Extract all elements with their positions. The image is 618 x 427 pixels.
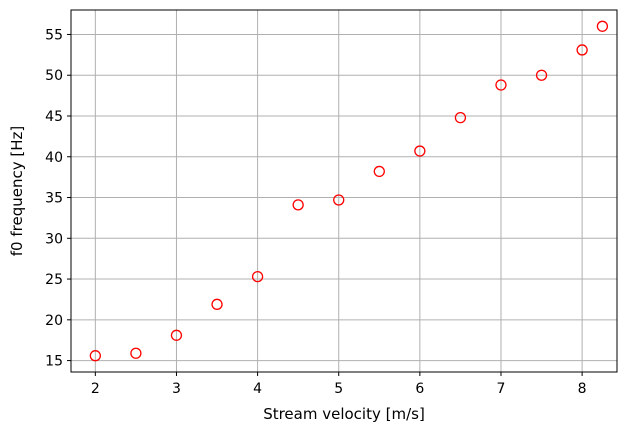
data-point — [495, 79, 507, 91]
axis-ticks — [67, 33, 583, 376]
y-tick-label: 35 — [45, 191, 63, 207]
data-points — [89, 20, 609, 362]
data-point — [211, 298, 223, 310]
y-tick-label: 50 — [45, 68, 63, 84]
plot-frame — [70, 9, 618, 373]
data-point — [251, 270, 264, 283]
x-tick-label: 4 — [253, 381, 262, 397]
data-point — [576, 44, 588, 56]
x-tick-label: 2 — [91, 381, 100, 397]
data-point — [596, 20, 609, 32]
data-point — [414, 145, 426, 157]
data-point — [454, 111, 467, 124]
x-tick-label: 7 — [497, 381, 506, 397]
y-tick-label: 25 — [45, 272, 63, 288]
y-tick-label: 40 — [45, 150, 63, 166]
y-tick-label: 30 — [45, 231, 63, 247]
y-tick-label: 55 — [45, 27, 63, 43]
data-point — [170, 329, 183, 341]
data-point — [130, 347, 142, 359]
y-tick-label: 45 — [45, 109, 63, 125]
x-tick-label: 6 — [415, 381, 424, 397]
x-axis-label: Stream velocity [m/s] — [263, 405, 425, 423]
x-tick-label: 5 — [334, 381, 343, 397]
data-point — [89, 350, 101, 362]
y-tick-label: 20 — [45, 313, 63, 329]
data-point — [333, 194, 345, 206]
y-tick-label: 15 — [45, 354, 63, 370]
data-point — [373, 165, 385, 178]
data-point — [535, 69, 548, 81]
x-tick-label: 3 — [172, 381, 181, 397]
y-axis-label: f0 frequency [Hz] — [8, 126, 26, 256]
x-tick-label: 8 — [578, 381, 587, 397]
data-point — [292, 199, 304, 211]
grid-lines — [71, 10, 617, 372]
